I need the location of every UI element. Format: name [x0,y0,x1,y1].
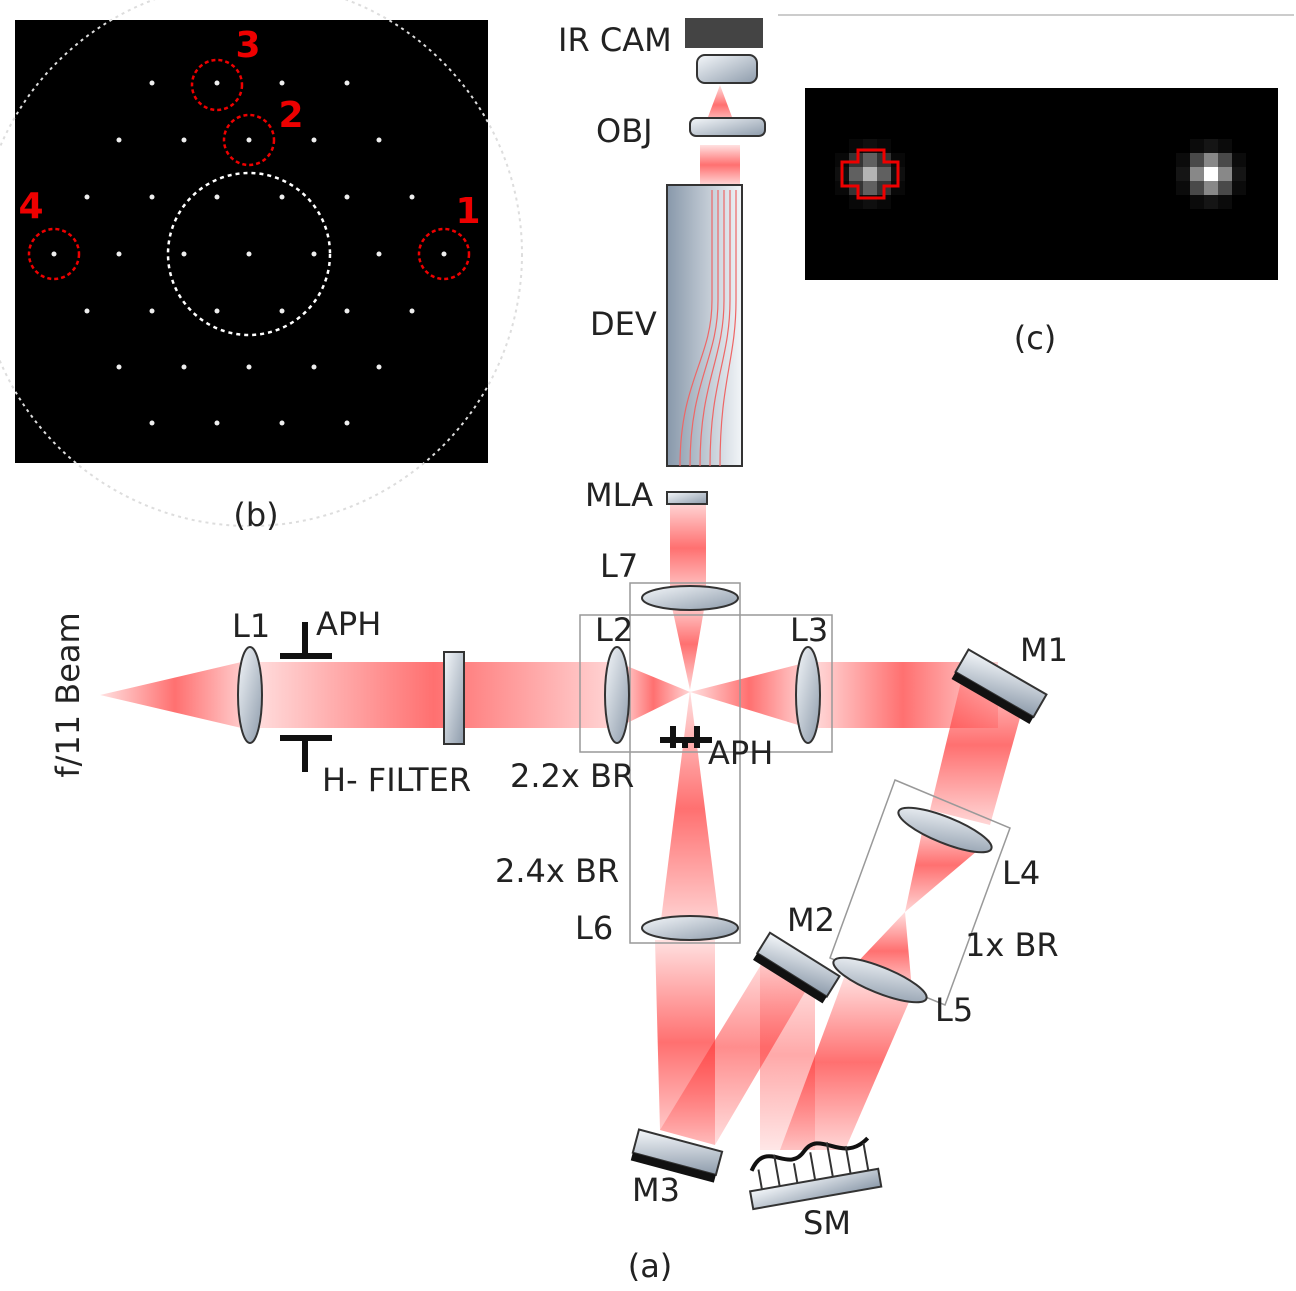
pixel [1232,153,1246,167]
spot [280,421,285,426]
label: L4 [1002,854,1040,892]
spot-pattern: 1 2 3 4 (b) [0,0,522,534]
pixel [849,153,863,167]
label: IR CAM [558,21,672,59]
spot [312,252,317,257]
spot [410,309,415,314]
spot [215,195,220,200]
pixel [1218,153,1232,167]
caption: (a) [628,1247,673,1285]
pixel [1218,181,1232,195]
spot [410,195,415,200]
spot [182,138,187,143]
pixel [1218,195,1232,209]
spot [215,421,220,426]
spot [182,365,187,370]
label: f/11 Beam [49,612,87,777]
spot [247,138,252,143]
camera-frame: (c) [778,15,1294,357]
spot [150,421,155,426]
spot [312,365,317,370]
spot [85,309,90,314]
spot [150,309,155,314]
spot [280,195,285,200]
spot [345,421,350,426]
pixel [1190,181,1204,195]
spot [345,309,350,314]
spot [377,252,382,257]
label: M3 [632,1171,680,1209]
pixel [1204,181,1218,195]
label: 2.4x BR [495,852,619,890]
pixel [1218,167,1232,181]
spot [85,195,90,200]
pixel [1190,167,1204,181]
pixel [1218,139,1232,153]
label: L5 [935,991,973,1029]
spot [52,252,57,257]
caption: (c) [1014,319,1057,357]
label: APH [316,605,381,643]
label: 2.2x BR [510,757,634,795]
spot [247,252,252,257]
label: L7 [600,547,638,585]
spot [117,365,122,370]
pixel [1204,139,1218,153]
pixel [1190,195,1204,209]
pixel [1204,167,1218,181]
label: L2 [595,611,633,649]
pixel [1204,195,1218,209]
marker: 3 [235,25,260,66]
marker: 4 [18,186,43,227]
spot [312,138,317,143]
label: 1x BR [965,926,1059,964]
pixel [1232,167,1246,181]
pixel [849,181,863,195]
label: APH [708,734,773,772]
spot [280,309,285,314]
pixel [1176,153,1190,167]
pixel [1204,153,1218,167]
pixel [863,181,877,195]
pixel [877,167,891,181]
pixel [863,153,877,167]
pixel [1232,181,1246,195]
spot [442,252,447,257]
marker: 2 [278,95,303,136]
pixel [1190,139,1204,153]
label: SM [803,1204,851,1242]
spot [247,365,252,370]
pixel [849,167,863,181]
spot [117,138,122,143]
pixel [863,167,877,181]
pixel [1190,153,1204,167]
label: L6 [575,909,613,947]
spot [182,252,187,257]
spot [215,81,220,86]
spot [150,81,155,86]
label: OBJ [596,112,653,150]
spot [377,365,382,370]
label: M1 [1020,631,1068,669]
label: MLA [585,476,653,514]
spot [377,138,382,143]
figure: IR CAM OBJ DEV MLA L7 L1 APH L2 L3 M1 f/… [0,0,1296,1291]
spot [345,81,350,86]
marker: 1 [455,191,480,232]
label: L3 [790,611,828,649]
caption: (b) [233,496,278,534]
label: M2 [787,901,835,939]
label: H- FILTER [322,761,471,799]
pixel [1176,167,1190,181]
spot [150,195,155,200]
spot [345,195,350,200]
label: L1 [232,607,270,645]
spot [215,309,220,314]
label: DEV [590,305,657,343]
spot [117,252,122,257]
spot [280,81,285,86]
pixel [1176,181,1190,195]
